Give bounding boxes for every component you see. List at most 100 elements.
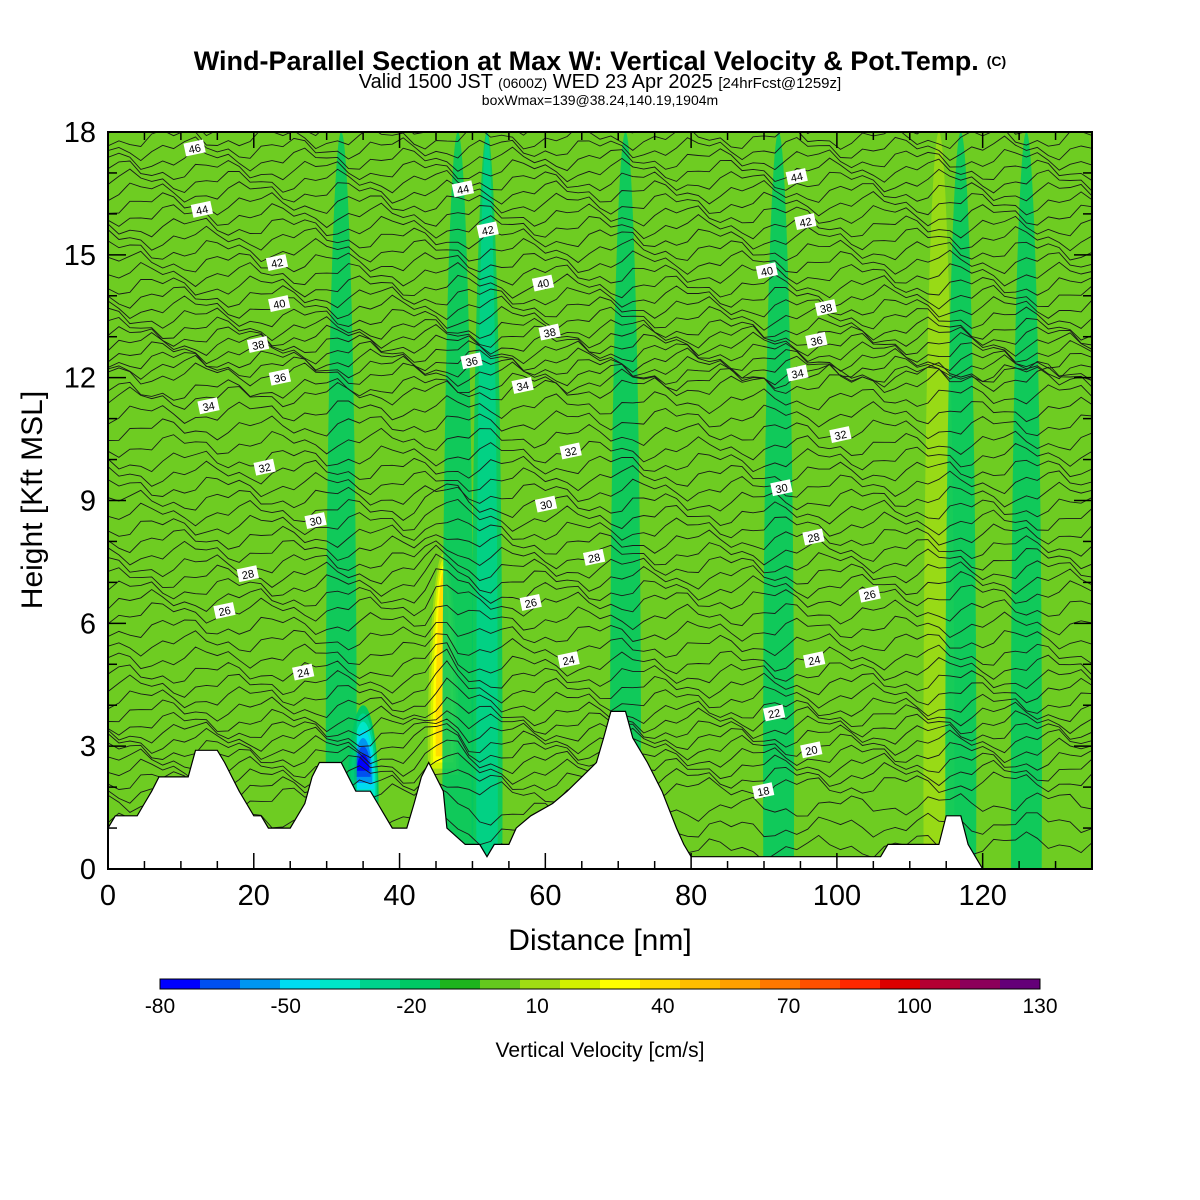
theta-contour-line bbox=[108, 384, 1092, 425]
downdraft-column-band bbox=[476, 132, 498, 869]
theta-contour-line bbox=[108, 414, 1092, 458]
theta-contour-label-box bbox=[794, 213, 817, 231]
theta-contour-label: 24 bbox=[292, 663, 315, 681]
x-tick-label: 100 bbox=[813, 880, 861, 912]
theta-contour-line bbox=[108, 168, 1092, 194]
colorbar-tick-label: -50 bbox=[271, 995, 301, 1018]
theta-contour-line bbox=[108, 459, 1092, 498]
theta-contour-label: 26 bbox=[213, 602, 236, 619]
theta-contour-label-box bbox=[800, 741, 823, 759]
theta-contour-label-text: 32 bbox=[564, 445, 578, 459]
theta-contour-line bbox=[108, 135, 1092, 162]
theta-contour-line bbox=[108, 214, 1092, 240]
theta-contour-label-text: 34 bbox=[202, 400, 216, 414]
theta-contour-label: 30 bbox=[770, 479, 793, 496]
colorbar-tick-label: 100 bbox=[897, 995, 932, 1018]
theta-contour-label: 38 bbox=[538, 323, 561, 341]
theta-contour-label: 46 bbox=[183, 139, 206, 157]
theta-contour-label-box bbox=[292, 663, 315, 681]
theta-contour-label-text: 34 bbox=[516, 380, 530, 394]
theta-contour-label-box bbox=[785, 168, 808, 185]
theta-contour-label-box bbox=[829, 426, 852, 443]
colorbar-label: Vertical Velocity [cm/s] bbox=[496, 1039, 705, 1062]
theta-contour-line bbox=[108, 568, 1092, 612]
theta-contour-label-text: 44 bbox=[195, 204, 209, 218]
theta-contour-line bbox=[108, 157, 1092, 183]
theta-contour-line bbox=[108, 470, 1092, 511]
theta-contour-label: 40 bbox=[531, 274, 555, 292]
downdraft-column-band bbox=[763, 132, 795, 869]
contour-labels: 46 44 44 44 42 42 42 40 40 40 38 38 38 36 36 36 34 34 34 32… bbox=[183, 139, 881, 799]
colorbar-swatch bbox=[840, 979, 881, 989]
theta-contour-label-box bbox=[246, 335, 270, 353]
colorbar-swatch bbox=[600, 979, 641, 989]
theta-contour-line bbox=[108, 191, 1092, 217]
colorbar-swatch bbox=[960, 979, 1001, 989]
theta-contour-label: 18 bbox=[752, 782, 775, 799]
theta-contour-line bbox=[108, 599, 1092, 638]
theta-contour-label: 44 bbox=[785, 168, 808, 185]
theta-contour-label-text: 36 bbox=[273, 372, 287, 386]
theta-contour-label-text: 28 bbox=[241, 568, 255, 582]
theta-contour-label-box bbox=[460, 352, 483, 370]
theta-contour-label-box bbox=[858, 585, 881, 603]
theta-contour-label-box bbox=[451, 180, 475, 198]
theta-contour-line bbox=[108, 273, 1092, 299]
colorbar-swatch bbox=[200, 979, 241, 989]
theta-contour-label-box bbox=[805, 331, 828, 349]
theta-contour-label: 36 bbox=[805, 331, 828, 349]
colorbar-frame bbox=[159, 978, 1041, 990]
theta-contour-line bbox=[108, 481, 1092, 527]
theta-contour-label-box bbox=[538, 323, 561, 341]
x-axis: 0 20 40 60 80 100 120 bbox=[100, 132, 1093, 912]
theta-contour-line bbox=[108, 146, 1092, 172]
theta-contour-label: 42 bbox=[794, 213, 817, 231]
theta-contour-label-box bbox=[802, 528, 825, 546]
theta-contour-line bbox=[108, 677, 1092, 723]
theta-contour-line bbox=[108, 701, 1092, 744]
theta-contour-label-text: 26 bbox=[218, 605, 232, 619]
theta-contour-label-text: 40 bbox=[536, 277, 550, 291]
theta-contour-label-text: 24 bbox=[807, 654, 821, 668]
theta-contour-label-box bbox=[268, 368, 292, 386]
colorbar-swatch bbox=[280, 979, 321, 989]
theta-contour-label-text: 42 bbox=[481, 224, 495, 238]
theta-contour-line bbox=[108, 366, 1092, 410]
theta-contour-line bbox=[108, 305, 1092, 331]
theta-contour-line bbox=[108, 261, 1092, 288]
theta-contour-label: 38 bbox=[814, 299, 838, 316]
colorbar-swatch bbox=[720, 979, 761, 989]
theta-contour-label-text: 30 bbox=[309, 515, 323, 529]
theta-contour-label: 40 bbox=[755, 262, 778, 279]
theta-contour-label: 38 bbox=[246, 335, 270, 353]
colorbar-swatch bbox=[320, 979, 361, 989]
theta-contour-label-text: 36 bbox=[809, 335, 823, 349]
theta-contour-label-box bbox=[534, 495, 558, 513]
theta-contour-label-box bbox=[304, 512, 327, 529]
chart-title: Wind-Parallel Section at Max W: Vertical… bbox=[194, 46, 1006, 76]
theta-contour-label: 26 bbox=[519, 593, 542, 611]
theta-contour-line bbox=[108, 237, 1092, 264]
x-tick-label: 0 bbox=[100, 880, 116, 912]
theta-contour-label-text: 42 bbox=[270, 257, 284, 271]
theta-contour-line bbox=[108, 580, 1092, 625]
theta-contour-label-box bbox=[786, 364, 809, 382]
theta-contour-label-text: 30 bbox=[774, 482, 788, 496]
y-axis-label: Height [Kft MSL] bbox=[16, 391, 49, 609]
theta-contour-label-box bbox=[253, 458, 276, 476]
colorbar-swatch bbox=[360, 979, 401, 989]
theta-contour-label-text: 46 bbox=[188, 142, 202, 156]
theta-contour-label-text: 18 bbox=[756, 785, 770, 799]
theta-contour-label-box bbox=[213, 602, 236, 619]
theta-contour-label-box bbox=[236, 565, 259, 583]
theta-contour-label-box bbox=[511, 376, 534, 394]
theta-contour-line bbox=[108, 323, 1092, 349]
theta-contour-label-box bbox=[268, 295, 291, 312]
theta-contour-label-text: 36 bbox=[465, 355, 479, 369]
colorbar-swatch bbox=[1000, 979, 1041, 989]
theta-contour-line bbox=[108, 648, 1092, 698]
theta-contour-line bbox=[108, 692, 1092, 736]
theta-contour-label: 28 bbox=[802, 528, 825, 546]
theta-contour-label: 32 bbox=[253, 458, 276, 476]
